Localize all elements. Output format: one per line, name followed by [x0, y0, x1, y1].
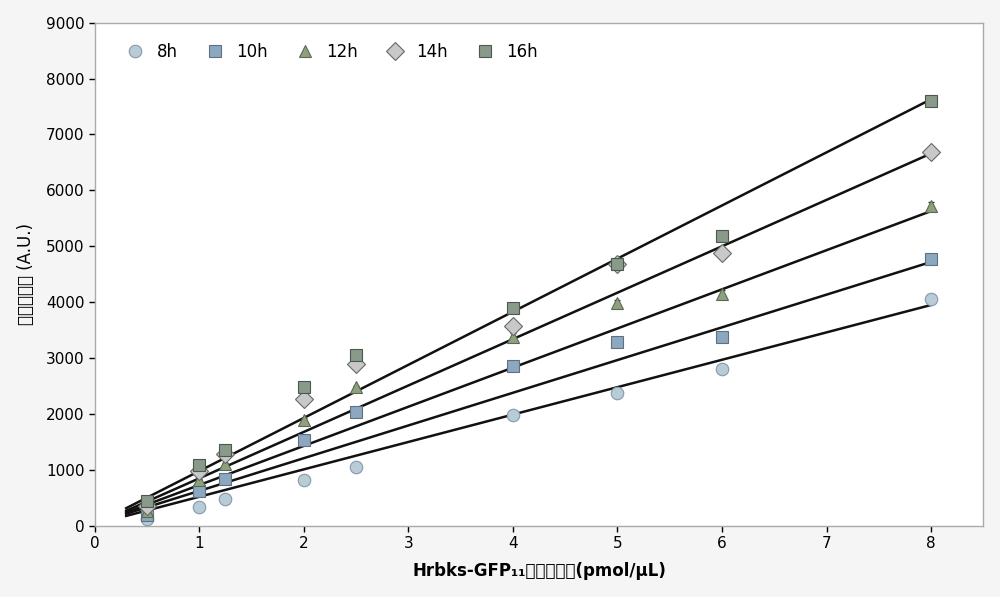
- Y-axis label: 荧光强度値 (A.U.): 荧光强度値 (A.U.): [17, 223, 35, 325]
- X-axis label: Hrbks-GFP₁₁的蜗白浓度(pmol/μL): Hrbks-GFP₁₁的蜗白浓度(pmol/μL): [412, 562, 666, 580]
- Legend: 8h, 10h, 12h, 14h, 16h: 8h, 10h, 12h, 14h, 16h: [112, 36, 545, 67]
